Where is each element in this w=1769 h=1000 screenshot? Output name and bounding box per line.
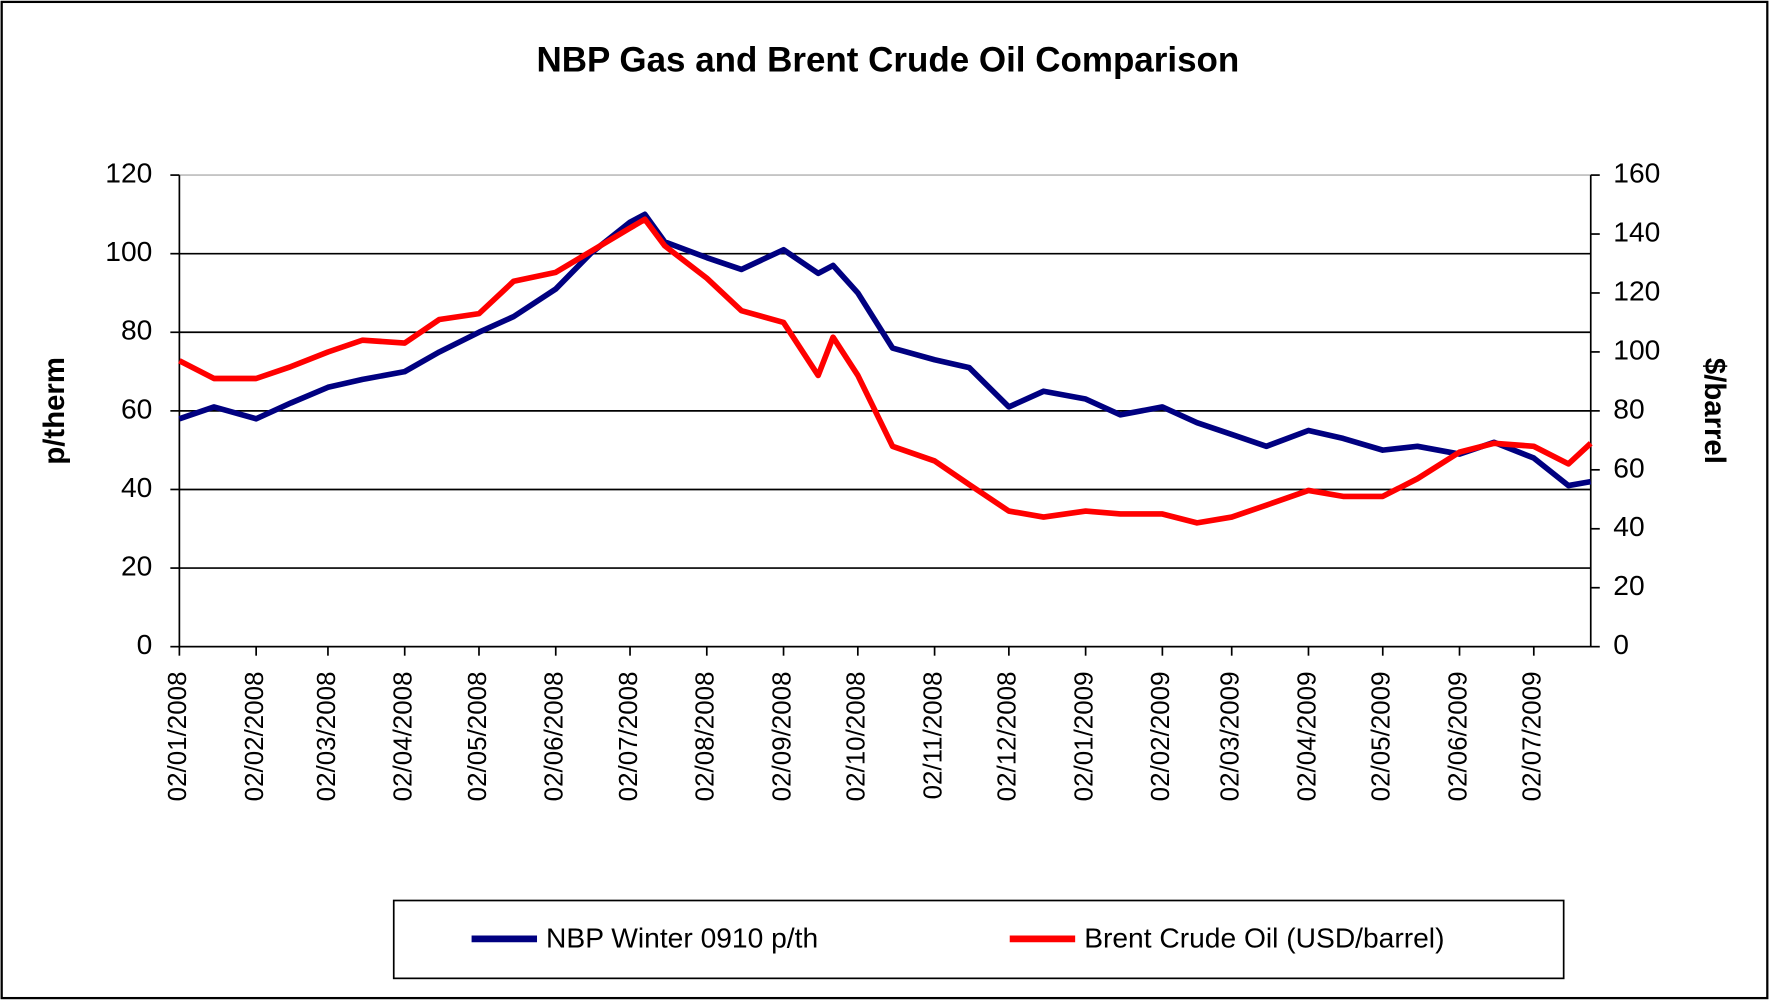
series-line bbox=[178, 216, 1593, 526]
x-tick-label: 02/12/2008 bbox=[994, 671, 1022, 801]
x-tick-label: 02/05/2009 bbox=[1368, 671, 1396, 801]
y-tick-label: 0 bbox=[137, 628, 153, 660]
x-tick-label: 02/06/2009 bbox=[1444, 671, 1472, 801]
x-tick-label: 02/02/2009 bbox=[1147, 671, 1175, 801]
x-tick-label: 02/07/2008 bbox=[615, 671, 643, 801]
x-tick-label: 02/09/2008 bbox=[768, 671, 796, 801]
y2-tick-label: 140 bbox=[1613, 215, 1660, 247]
x-tick-label: 02/02/2008 bbox=[241, 671, 269, 801]
y-tick-label: 100 bbox=[105, 235, 152, 267]
x-tick-label: 02/01/2008 bbox=[164, 671, 192, 801]
x-tick-label: 02/07/2009 bbox=[1519, 671, 1547, 801]
legend-box bbox=[392, 899, 1565, 980]
y-tick-label: 20 bbox=[121, 550, 152, 582]
y2-tick-label: 80 bbox=[1613, 392, 1644, 424]
y-tick-label: 80 bbox=[121, 314, 152, 346]
y-axis-label: p/therm bbox=[38, 357, 71, 465]
x-tick-label: 02/11/2008 bbox=[919, 671, 947, 799]
y2-tick-label: 160 bbox=[1613, 157, 1660, 189]
y-tick-label: 60 bbox=[121, 392, 152, 424]
y2-tick-label: 0 bbox=[1613, 628, 1629, 660]
y2-tick-label: 40 bbox=[1613, 510, 1644, 542]
y-tick-label: 40 bbox=[121, 471, 152, 503]
y2-tick-label: 100 bbox=[1613, 333, 1660, 365]
y-tick-label: 120 bbox=[105, 157, 152, 189]
x-tick-label: 02/03/2009 bbox=[1217, 671, 1245, 801]
chart-title: NBP Gas and Brent Crude Oil Comparison bbox=[537, 40, 1240, 79]
y2-axis-label: $/barrel bbox=[1698, 358, 1731, 464]
x-tick-label: 02/04/2008 bbox=[390, 671, 418, 801]
y2-tick-label: 20 bbox=[1613, 569, 1644, 601]
legend-label: NBP Winter 0910 p/th bbox=[546, 921, 818, 953]
x-tick-label: 02/03/2008 bbox=[313, 671, 341, 801]
y2-tick-label: 60 bbox=[1613, 451, 1644, 483]
x-tick-label: 02/05/2008 bbox=[464, 671, 492, 801]
x-tick-label: 02/10/2008 bbox=[843, 671, 871, 801]
x-tick-label: 02/06/2008 bbox=[541, 671, 569, 801]
series-line bbox=[178, 211, 1592, 489]
y2-tick-label: 120 bbox=[1613, 274, 1660, 306]
x-tick-label: 02/01/2009 bbox=[1070, 671, 1098, 801]
x-tick-label: 02/04/2009 bbox=[1293, 671, 1321, 801]
x-tick-label: 02/08/2008 bbox=[692, 671, 720, 801]
legend-label: Brent Crude Oil (USD/barrel) bbox=[1084, 921, 1444, 953]
